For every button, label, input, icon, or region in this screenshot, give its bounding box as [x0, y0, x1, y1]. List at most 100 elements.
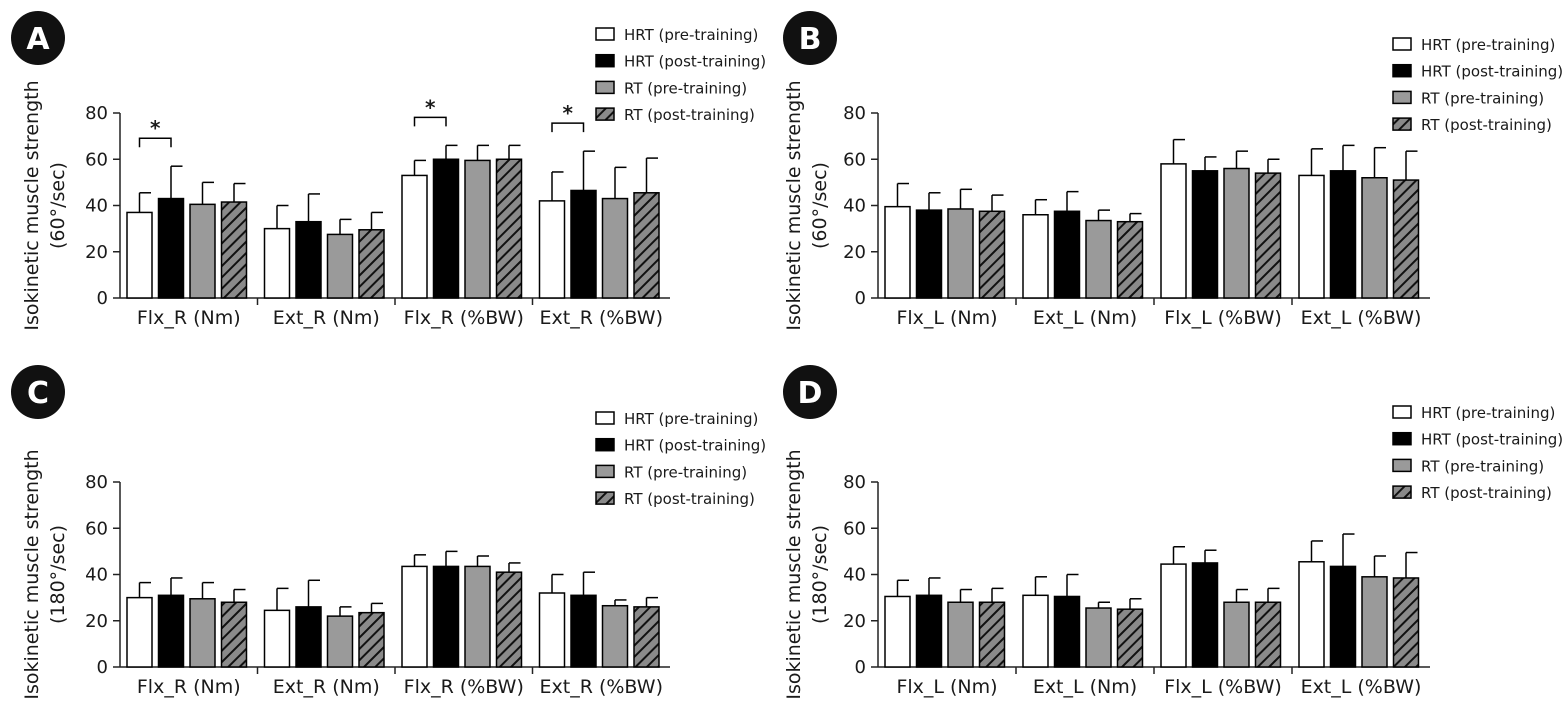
legend-label-hrt-pre: HRT (pre-training) [624, 410, 758, 428]
y-tick-label: 40 [843, 565, 866, 586]
panel-c: C Isokinetic muscle strength (180°/sec) 0 20… [11, 365, 766, 700]
y-axis-unit: (60°/sec) [47, 162, 69, 249]
y-tick-label: 80 [85, 103, 108, 124]
y-tick-label: 0 [97, 288, 108, 309]
bar-hrt-pre [1022, 214, 1049, 299]
significance-bracket [413, 116, 447, 127]
panel-a: A Isokinetic muscle strength (60°/sec) 0 20 4… [11, 11, 766, 331]
legend-swatch-rt-post [595, 491, 615, 505]
bar-rt-pre [1223, 601, 1250, 668]
bar-rt-post [358, 611, 385, 668]
bar-hrt-pre [126, 596, 153, 668]
x-category-label: Ext_R (Nm) [273, 307, 380, 329]
panel-letter: C [27, 376, 49, 411]
y-tick-label: 60 [85, 149, 108, 170]
bar-hrt-post [295, 606, 322, 668]
bar-hrt-post [157, 594, 185, 668]
panel-badge [11, 11, 65, 65]
bar-rt-post [1392, 179, 1420, 299]
significance-bracket [551, 122, 585, 133]
x-category-label: Flx_R (%BW) [404, 307, 524, 329]
bar-rt-pre [189, 203, 216, 299]
y-tick-label: 0 [97, 657, 108, 678]
bar-hrt-pre [1160, 563, 1187, 668]
y-tick-label: 80 [843, 103, 866, 124]
legend-swatch-hrt-pre [595, 27, 615, 41]
x-category-label: Ext_R (Nm) [273, 676, 380, 698]
bar-rt-pre [601, 604, 629, 668]
legend-swatch-hrt-pre [1392, 37, 1412, 51]
legend-label-rt-post: RT (post-training) [624, 106, 755, 124]
x-category-label: Ext_R (%BW) [540, 676, 663, 698]
y-tick-label: 60 [843, 518, 866, 539]
significance-star: * [425, 95, 436, 119]
bar-hrt-pre [538, 200, 566, 299]
bar-hrt-post [1191, 170, 1219, 299]
bar-hrt-post [157, 197, 185, 299]
y-tick-label: 20 [85, 242, 108, 263]
legend-label-hrt-post: HRT (post-training) [624, 437, 766, 455]
x-category-label: Ext_L (Nm) [1033, 676, 1137, 698]
bar-rt-pre [464, 159, 491, 299]
bar-hrt-pre [1160, 163, 1187, 299]
legend-swatch-hrt-post [1392, 431, 1412, 446]
bar-rt-post [1254, 172, 1282, 299]
significance-bracket [138, 137, 172, 148]
bar-hrt-pre [1298, 174, 1325, 299]
legend-label-hrt-post: HRT (post-training) [1421, 63, 1563, 81]
x-category-label: Flx_L (%BW) [1164, 676, 1282, 698]
legend-swatch-rt-post [1392, 117, 1412, 131]
y-tick-label: 20 [843, 242, 866, 263]
legend-label-hrt-pre: HRT (pre-training) [1421, 36, 1555, 54]
legend: HRT (pre-training) HRT (post-training) RT … [1392, 404, 1563, 502]
bar-rt-pre [1361, 576, 1388, 668]
bar-rt-post [220, 201, 248, 299]
y-tick-label: 40 [85, 565, 108, 586]
panel-d: D Isokinetic muscle strength (180°/sec) 0 20… [783, 365, 1563, 700]
bar-hrt-post [432, 158, 460, 299]
bar-hrt-pre [401, 565, 428, 668]
panel-letter: A [26, 22, 50, 57]
y-axis-title: Isokinetic muscle strength [21, 449, 43, 699]
bar-hrt-pre [401, 174, 428, 299]
bar-hrt-pre [263, 609, 291, 668]
bar-rt-pre [947, 208, 974, 299]
panel-badge [783, 365, 837, 419]
y-tick-label: 80 [843, 472, 866, 493]
y-axis-unit: (60°/sec) [809, 162, 831, 249]
bar-rt-post [495, 158, 523, 299]
bar-hrt-post [1329, 565, 1357, 668]
y-tick-label: 20 [85, 611, 108, 632]
legend-label-rt-post: RT (post-training) [1421, 116, 1552, 134]
legend-swatch-rt-pre [1392, 458, 1412, 473]
y-tick-label: 60 [85, 518, 108, 539]
bar-hrt-pre [1298, 561, 1325, 668]
legend: HRT (pre-training) HRT (post-training) RT … [595, 410, 766, 508]
legend-label-rt-post: RT (post-training) [624, 490, 755, 508]
x-category-label: Ext_L (%BW) [1301, 307, 1422, 329]
legend-label-rt-pre: RT (pre-training) [624, 79, 747, 97]
bar-rt-post [1254, 601, 1282, 668]
bar-rt-pre [1361, 177, 1388, 299]
legend-label-hrt-post: HRT (post-training) [1421, 431, 1563, 449]
bar-hrt-post [432, 565, 460, 668]
legend-swatch-rt-pre [595, 464, 615, 479]
y-tick-label: 60 [843, 149, 866, 170]
significance-star: * [150, 116, 161, 140]
panel-b: B Isokinetic muscle strength (60°/sec) 0 20 4… [783, 11, 1563, 331]
x-category-label: Ext_L (Nm) [1033, 307, 1137, 329]
bar-rt-post [495, 571, 523, 668]
bar-rt-post [1116, 608, 1144, 668]
bar-hrt-pre [1022, 594, 1049, 668]
x-category-label: Flx_R (%BW) [404, 676, 524, 698]
legend-swatch-rt-post [595, 107, 615, 121]
bar-rt-post [633, 606, 660, 668]
bar-hrt-post [570, 189, 597, 299]
y-axis-unit: (180°/sec) [47, 525, 69, 624]
legend-swatch-rt-pre [1392, 90, 1412, 105]
legend-swatch-hrt-pre [1392, 405, 1412, 419]
y-tick-label: 40 [85, 196, 108, 217]
bar-rt-post [978, 210, 1006, 299]
bar-hrt-pre [126, 211, 153, 299]
bar-rt-pre [326, 233, 354, 299]
